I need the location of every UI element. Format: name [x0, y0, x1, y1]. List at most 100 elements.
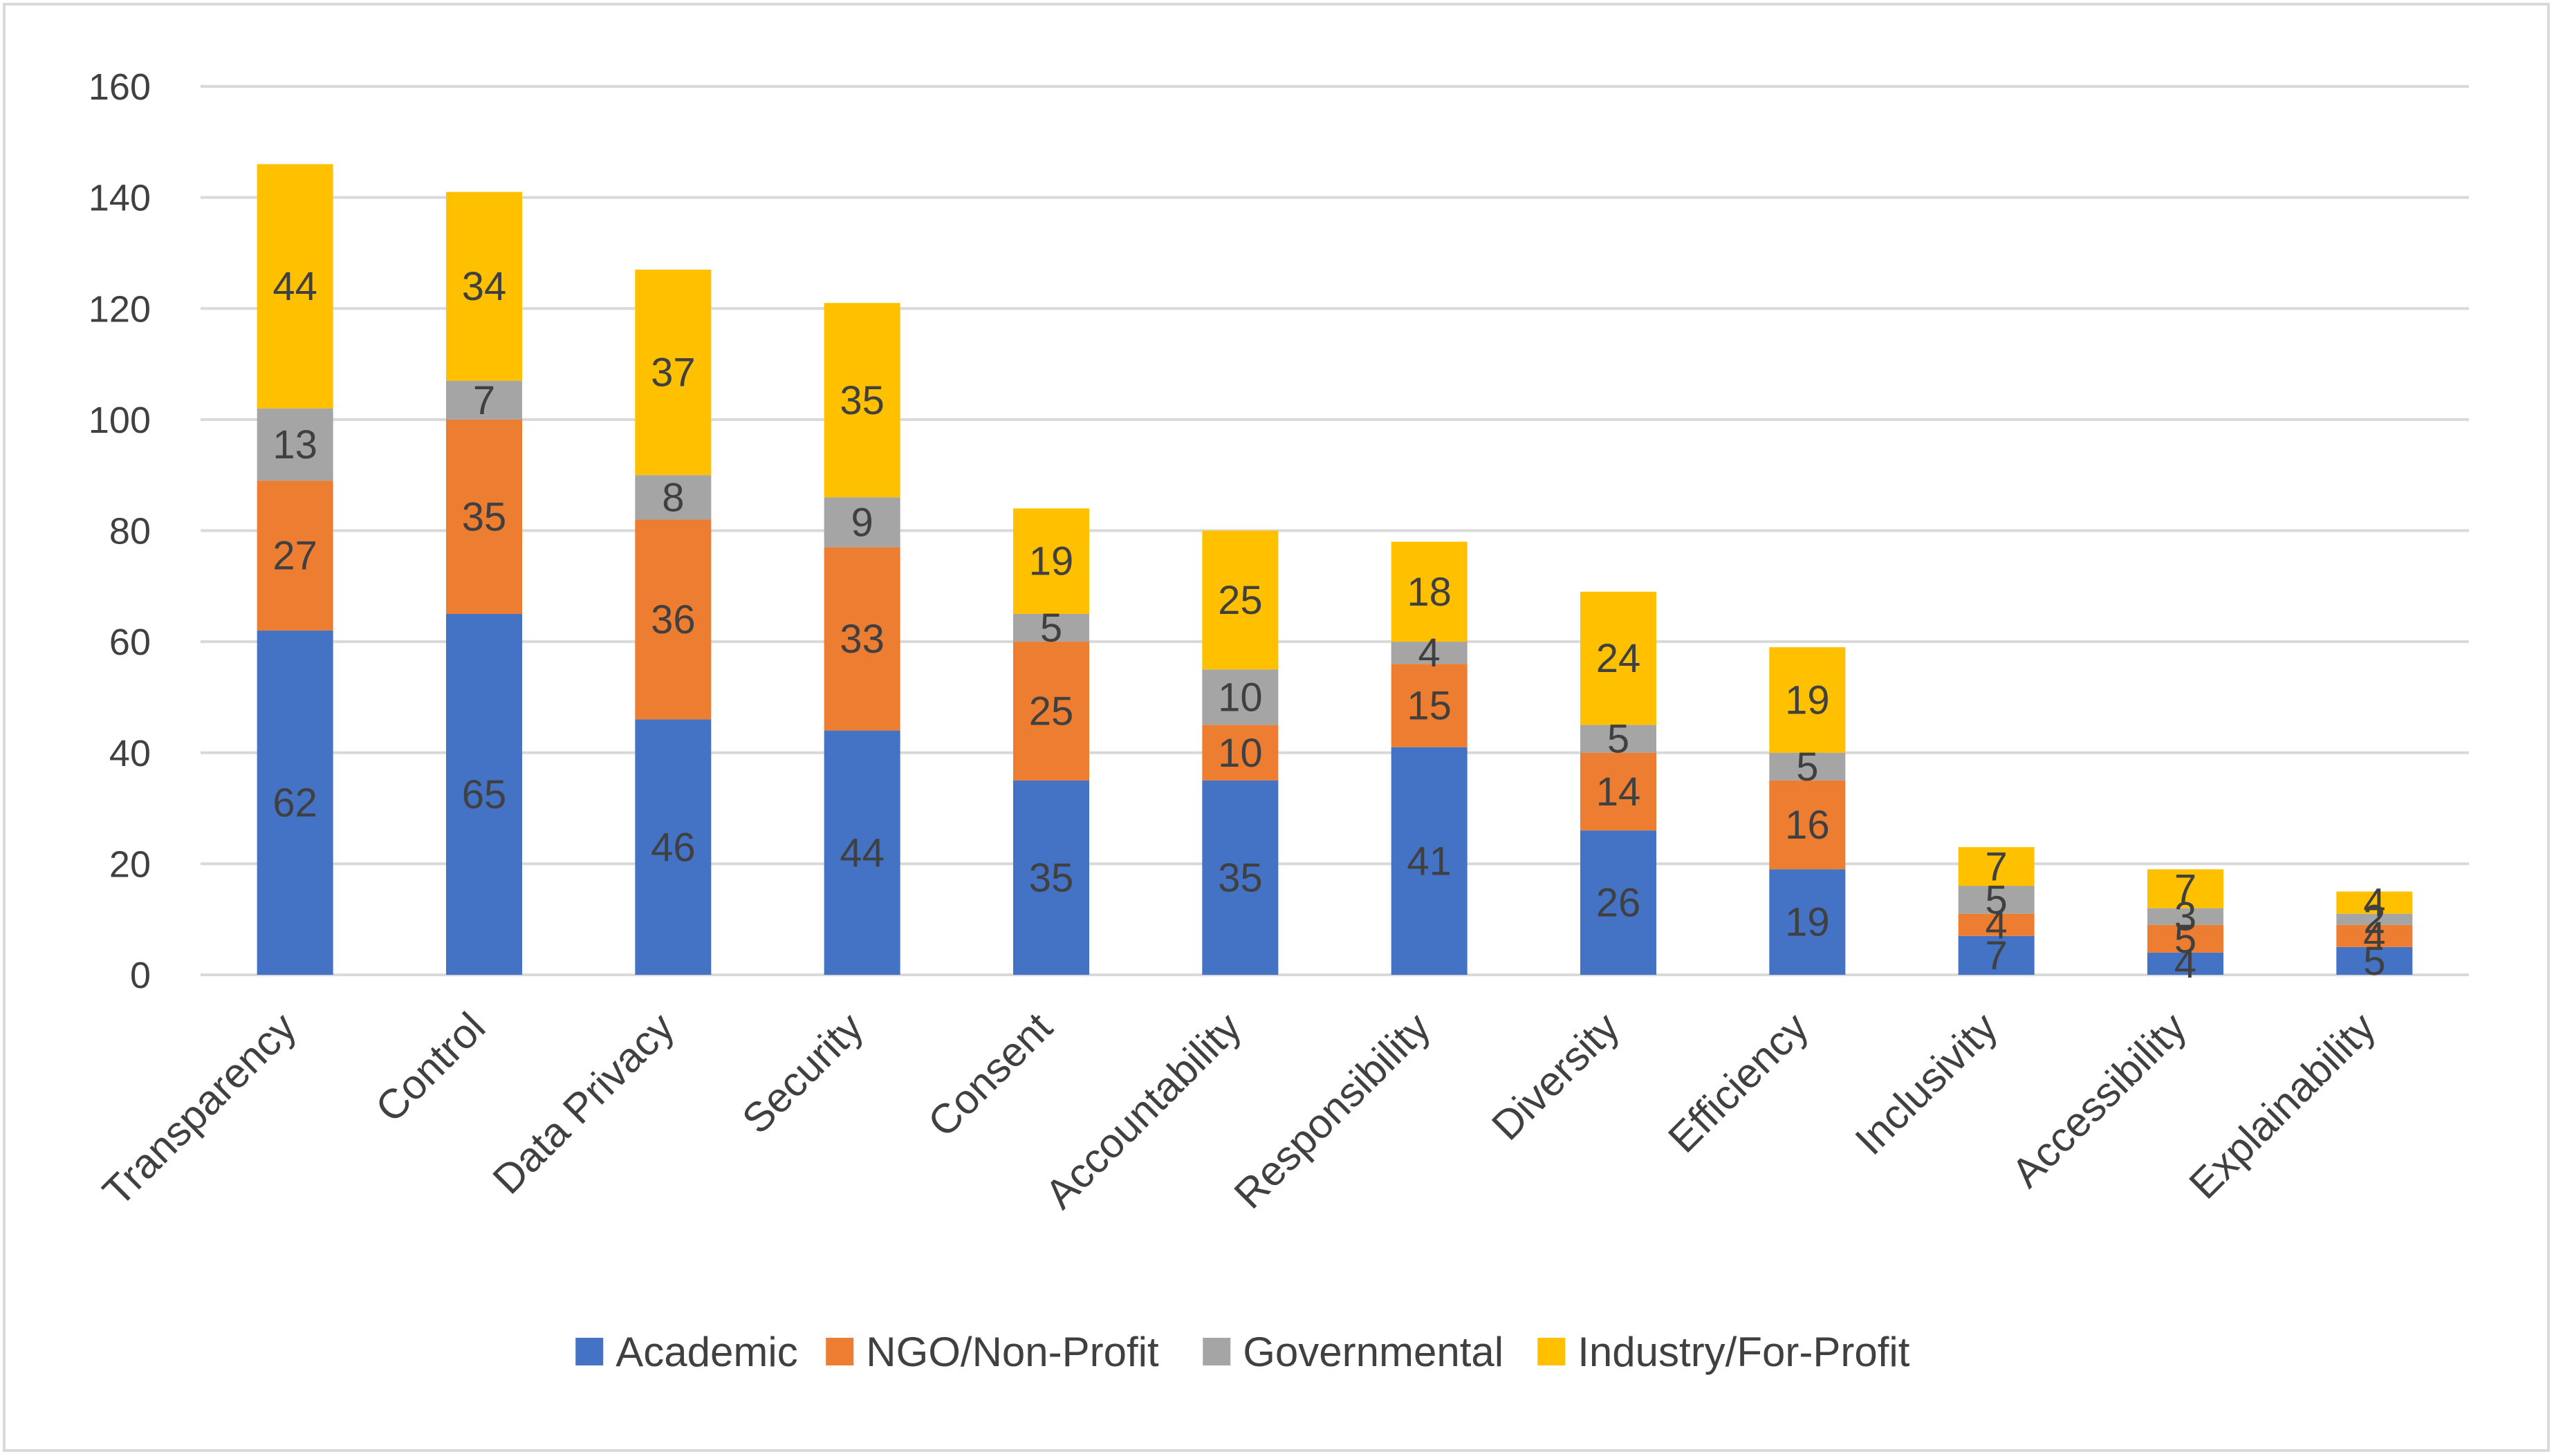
data-label-accountability-academic: 35	[1218, 855, 1263, 900]
bar-consent-ngo-non-profit	[1013, 642, 1089, 781]
bar-accountability-industry-for-profit	[1202, 530, 1279, 670]
data-label-explainability-academic: 5	[2363, 939, 2385, 984]
bar-data-privacy-academic	[635, 719, 712, 975]
legend-swatch-ngo-non-profit	[826, 1338, 854, 1365]
data-label-consent-ngo-non-profit: 25	[1029, 689, 1074, 734]
data-label-consent-academic: 35	[1029, 855, 1074, 900]
category-label-consent: Consent	[919, 1004, 1062, 1146]
y-tick-label: 40	[109, 733, 151, 774]
category-label-explainability: Explainability	[2181, 1004, 2385, 1208]
data-label-efficiency-academic: 19	[1785, 900, 1830, 945]
category-label-control: Control	[367, 1004, 494, 1131]
bar-control-industry-for-profit	[446, 192, 522, 381]
y-tick-label: 120	[89, 288, 151, 330]
data-label-responsibility-academic: 41	[1407, 839, 1452, 884]
bar-inclusivity-governmental	[1958, 886, 2035, 914]
legend-label-academic: Academic	[616, 1329, 797, 1375]
data-label-transparency-academic: 62	[272, 781, 317, 825]
data-label-consent-governmental: 5	[1040, 606, 1062, 651]
y-tick-label: 80	[109, 511, 151, 552]
bar-data-privacy-industry-for-profit	[635, 270, 712, 476]
data-label-security-industry-for-profit: 35	[840, 378, 885, 423]
data-label-inclusivity-ngo-non-profit: 4	[1986, 903, 2008, 948]
bar-accessibility-academic	[2147, 952, 2223, 975]
bar-diversity-governmental	[1580, 725, 1656, 753]
bar-efficiency-industry-for-profit	[1769, 647, 1846, 753]
data-label-accountability-ngo-non-profit: 10	[1218, 731, 1263, 776]
bar-security-industry-for-profit	[824, 303, 900, 498]
bar-efficiency-academic	[1769, 869, 1846, 975]
legend: Academic NGO/Non-Profit Governmental Indust…	[575, 1329, 1910, 1375]
data-label-accessibility-academic: 4	[2174, 942, 2196, 987]
bar-security-academic	[824, 730, 900, 975]
category-label-transparency: Transparency	[94, 1004, 305, 1215]
data-label-responsibility-industry-for-profit: 18	[1407, 570, 1452, 615]
bar-accountability-academic	[1202, 780, 1279, 975]
bar-inclusivity-industry-for-profit	[1958, 847, 2035, 886]
category-label-accessibility: Accessibility	[2003, 1004, 2195, 1196]
data-label-efficiency-industry-for-profit: 19	[1785, 678, 1830, 722]
bar-explainability-academic	[2336, 946, 2413, 975]
data-label-data-privacy-ngo-non-profit: 36	[651, 597, 696, 642]
y-tick-label: 60	[109, 622, 151, 663]
y-tick-label: 160	[89, 66, 151, 108]
y-axis-tick-labels: 0 20 40 60 80 100 120 140 160	[89, 66, 151, 996]
bar-explainability-ngo-non-profit	[2336, 924, 2413, 947]
bar-responsibility-academic	[1391, 747, 1468, 975]
category-label-accountability: Accountability	[1036, 1004, 1250, 1217]
data-label-responsibility-ngo-non-profit: 15	[1407, 683, 1452, 728]
bar-consent-academic	[1013, 780, 1089, 975]
bar-diversity-academic	[1580, 830, 1656, 975]
bar-diversity-industry-for-profit	[1580, 591, 1656, 725]
y-tick-label: 140	[89, 178, 151, 219]
bar-efficiency-governmental	[1769, 752, 1846, 781]
bar-transparency-industry-for-profit	[257, 164, 333, 409]
legend-swatch-governmental	[1203, 1338, 1231, 1365]
data-label-accountability-industry-for-profit: 25	[1218, 578, 1263, 623]
data-label-diversity-ngo-non-profit: 14	[1596, 769, 1641, 814]
data-label-explainability-industry-for-profit: 4	[2363, 881, 2385, 926]
legend-swatch-academic	[575, 1338, 604, 1365]
y-tick-label: 0	[130, 955, 151, 996]
gridlines	[201, 85, 2469, 976]
data-label-accessibility-industry-for-profit: 7	[2174, 867, 2196, 912]
bar-security-ngo-non-profit	[824, 547, 900, 731]
data-label-security-academic: 44	[840, 830, 885, 875]
bar-data-privacy-governmental	[635, 475, 712, 520]
data-label-diversity-industry-for-profit: 24	[1596, 636, 1641, 681]
bars	[257, 164, 2413, 975]
data-label-responsibility-governmental: 4	[1418, 631, 1441, 675]
category-label-efficiency: Efficiency	[1659, 1004, 1817, 1161]
data-label-explainability-ngo-non-profit: 4	[2363, 914, 2385, 959]
bar-data-privacy-ngo-non-profit	[635, 519, 712, 720]
data-label-data-privacy-academic: 46	[651, 825, 696, 870]
bar-efficiency-ngo-non-profit	[1769, 780, 1846, 870]
bar-inclusivity-academic	[1958, 935, 2035, 975]
data-label-accessibility-ngo-non-profit: 5	[2174, 917, 2196, 962]
category-label-security: Security	[733, 1004, 872, 1143]
legend-label-industry-for-profit: Industry/For-Profit	[1577, 1329, 1909, 1375]
bar-consent-governmental	[1013, 613, 1089, 642]
data-label-explainability-governmental: 2	[2363, 897, 2385, 942]
data-label-accessibility-governmental: 3	[2174, 895, 2196, 940]
bar-control-ngo-non-profit	[446, 419, 522, 614]
data-label-inclusivity-governmental: 5	[1986, 878, 2008, 923]
bar-inclusivity-ngo-non-profit	[1958, 913, 2035, 936]
data-label-control-academic: 65	[462, 772, 507, 817]
bar-accessibility-ngo-non-profit	[2147, 924, 2223, 953]
data-label-security-governmental: 9	[851, 500, 873, 545]
data-labels: 6227134465357344636837443393535255193510…	[272, 264, 2385, 987]
bar-control-academic	[446, 613, 522, 975]
data-label-data-privacy-governmental: 8	[662, 475, 684, 520]
category-label-inclusivity: Inclusivity	[1847, 1004, 2006, 1164]
data-label-inclusivity-academic: 7	[1986, 933, 2008, 978]
bar-responsibility-governmental	[1391, 642, 1468, 664]
bar-control-governmental	[446, 380, 522, 420]
bar-explainability-governmental	[2336, 913, 2413, 925]
bar-security-governmental	[824, 497, 900, 548]
data-label-accountability-governmental: 10	[1218, 675, 1263, 720]
bar-diversity-ngo-non-profit	[1580, 752, 1656, 831]
y-tick-label: 20	[109, 843, 151, 885]
